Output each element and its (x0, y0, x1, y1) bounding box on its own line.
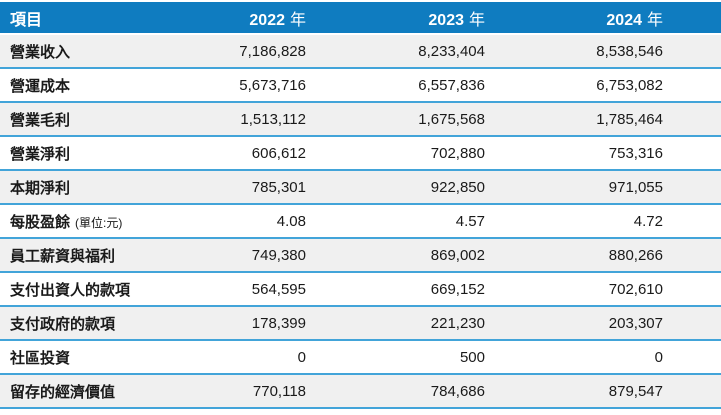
cell-2023: 922,850 (364, 170, 543, 205)
cell-2024: 203,307 (543, 306, 721, 341)
cell-2022: 0 (186, 340, 364, 375)
cell-2024: 879,547 (543, 374, 721, 409)
row-label: 社區投資 (0, 340, 186, 375)
cell-2022: 785,301 (186, 170, 364, 205)
cell-2024: 1,785,464 (543, 102, 721, 137)
cell-2023: 1,675,568 (364, 102, 543, 137)
cell-2024: 702,610 (543, 272, 721, 307)
cell-2023: 669,152 (364, 272, 543, 307)
cell-2023: 702,880 (364, 136, 543, 171)
header-year-2024: 2024 年 (543, 2, 721, 35)
cell-2023: 869,002 (364, 238, 543, 273)
row-label-note: (單位:元) (75, 215, 123, 230)
header-item: 項目 (0, 2, 186, 35)
cell-2022: 749,380 (186, 238, 364, 273)
table-row-payments-to-government: 支付政府的款項 178,399 221,230 203,307 (0, 306, 721, 341)
cell-2024: 753,316 (543, 136, 721, 171)
row-label: 營業淨利 (0, 136, 186, 171)
table-row-operating-costs: 營運成本 5,673,716 6,557,836 6,753,082 (0, 68, 721, 103)
cell-2023: 4.57 (364, 204, 543, 239)
table-row-community-investment: 社區投資 0 500 0 (0, 340, 721, 375)
row-label: 支付出資人的款項 (0, 272, 186, 307)
cell-2022: 4.08 (186, 204, 364, 239)
cell-2022: 606,612 (186, 136, 364, 171)
cell-2023: 6,557,836 (364, 68, 543, 103)
cell-2024: 8,538,546 (543, 34, 721, 69)
cell-2023: 221,230 (364, 306, 543, 341)
row-label: 每股盈餘 (單位:元) (0, 204, 186, 239)
year-number: 2023 (428, 11, 464, 29)
table-row-payments-to-capital-providers: 支付出資人的款項 564,595 669,152 702,610 (0, 272, 721, 307)
row-label: 營業收入 (0, 34, 186, 69)
table-row-eps: 每股盈餘 (單位:元) 4.08 4.57 4.72 (0, 204, 721, 239)
cell-2024: 971,055 (543, 170, 721, 205)
cell-2024: 880,266 (543, 238, 721, 273)
year-number: 2022 (249, 11, 285, 29)
cell-2024: 6,753,082 (543, 68, 721, 103)
cell-2023: 8,233,404 (364, 34, 543, 69)
cell-2024: 4.72 (543, 204, 721, 239)
table-row-operating-income: 營業淨利 606,612 702,880 753,316 (0, 136, 721, 171)
table-row-employee-wages-benefits: 員工薪資與福利 749,380 869,002 880,266 (0, 238, 721, 273)
year-number: 2024 (606, 11, 642, 29)
header-row: 項目 2022 年 2023 年 2024 年 (0, 2, 721, 35)
header-year-2023: 2023 年 (364, 2, 543, 35)
row-label: 本期淨利 (0, 170, 186, 205)
row-label: 員工薪資與福利 (0, 238, 186, 273)
row-label: 支付政府的款項 (0, 306, 186, 341)
cell-2023: 500 (364, 340, 543, 375)
table-row-operating-revenue: 營業收入 7,186,828 8,233,404 8,538,546 (0, 34, 721, 69)
cell-2022: 564,595 (186, 272, 364, 307)
table-header: 項目 2022 年 2023 年 2024 年 (0, 2, 721, 35)
year-suffix: 年 (289, 11, 306, 29)
cell-2022: 1,513,112 (186, 102, 364, 137)
header-year-2022: 2022 年 (186, 2, 364, 35)
cell-2023: 784,686 (364, 374, 543, 409)
row-label: 留存的經濟價值 (0, 374, 186, 409)
row-label: 營運成本 (0, 68, 186, 103)
year-suffix: 年 (468, 11, 485, 29)
cell-2022: 7,186,828 (186, 34, 364, 69)
cell-2024: 0 (543, 340, 721, 375)
table-row-retained-economic-value: 留存的經濟價值 770,118 784,686 879,547 (0, 374, 721, 409)
table-row-gross-profit: 營業毛利 1,513,112 1,675,568 1,785,464 (0, 102, 721, 137)
cell-2022: 770,118 (186, 374, 364, 409)
table-row-net-income: 本期淨利 785,301 922,850 971,055 (0, 170, 721, 205)
year-suffix: 年 (646, 11, 663, 29)
table-body: 營業收入 7,186,828 8,233,404 8,538,546 營運成本 … (0, 34, 721, 409)
cell-2022: 178,399 (186, 306, 364, 341)
row-label: 營業毛利 (0, 102, 186, 137)
cell-2022: 5,673,716 (186, 68, 364, 103)
